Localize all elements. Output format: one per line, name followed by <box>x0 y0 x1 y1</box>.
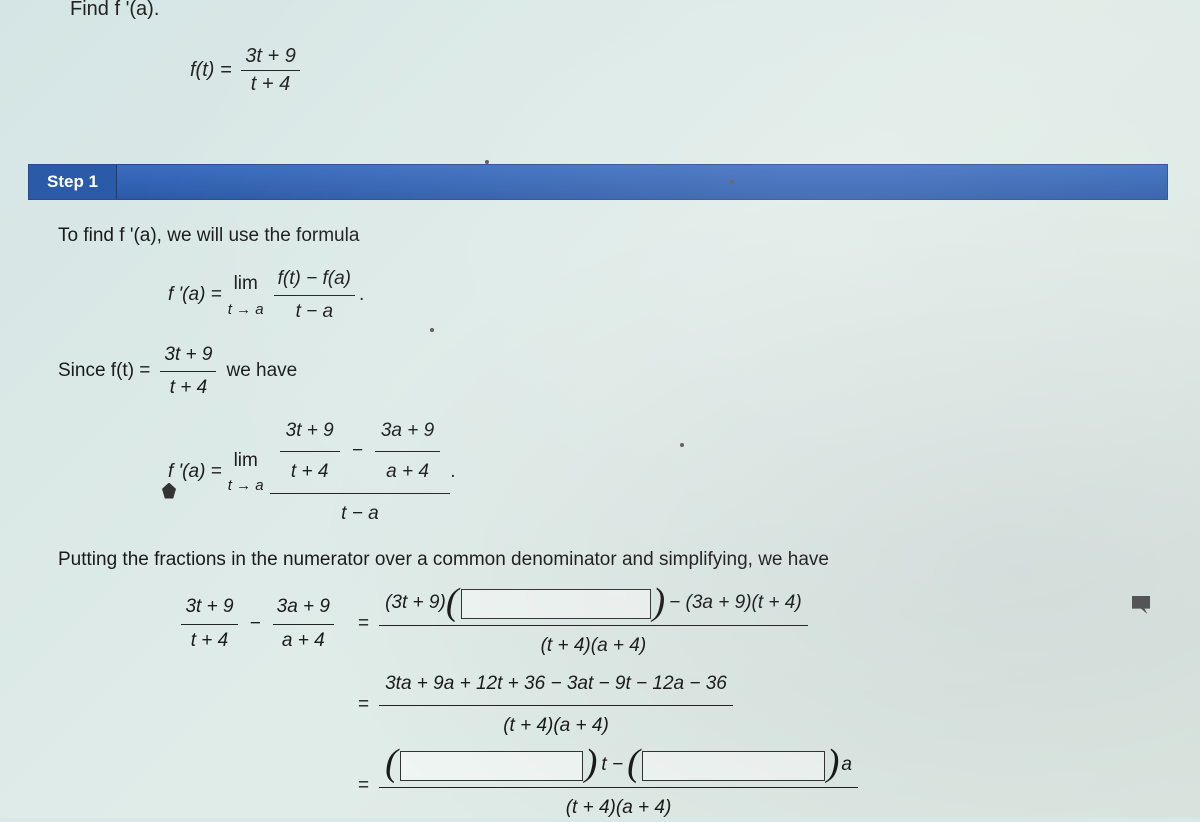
row2-num: 3ta + 9a + 12t + 36 − 3at − 9t − 12a − 3… <box>379 670 733 706</box>
dust-dot <box>430 328 434 332</box>
intro-line: To find f '(a), we will use the formula <box>58 222 1160 251</box>
eq-row-2: = 3ta + 9a + 12t + 36 − 3at − 9t − 12a −… <box>168 670 1160 740</box>
row1-lhs: 3t + 9 t + 4 − 3a + 9 a + 4 <box>168 593 348 655</box>
given-lhs: f(t) = <box>190 59 232 81</box>
expand-bignum: 3t + 9 t + 4 − 3a + 9 a + 4 <box>270 417 451 494</box>
row3-a: a <box>841 751 852 780</box>
row3-num: ( ) t − ( ) a <box>379 750 858 787</box>
row3-t: t − <box>601 751 623 780</box>
answer-input-3[interactable] <box>642 751 825 781</box>
problem-title: Find f '(a). <box>70 0 1160 21</box>
dust-dot <box>485 160 489 164</box>
expand-l-den: t + 4 <box>280 452 340 487</box>
open-paren-1: ( <box>446 587 459 617</box>
period: . <box>359 281 364 310</box>
row1-l-den: t + 4 <box>181 625 237 656</box>
period-2: . <box>450 458 455 487</box>
close-paren-1: ) <box>653 587 666 617</box>
since-pre: Since f(t) = <box>58 357 150 386</box>
since-num: 3t + 9 <box>160 341 216 373</box>
row2-den: (t + 4)(a + 4) <box>379 706 733 741</box>
dust-dot <box>680 443 684 447</box>
lim-top: lim <box>228 270 264 299</box>
row1-rhs-den: (t + 4)(a + 4) <box>379 626 808 661</box>
formula-den: t − a <box>274 296 355 327</box>
row1-eq: = <box>348 610 379 639</box>
expand-r-num: 3a + 9 <box>375 417 440 453</box>
expand-bigfrac: 3t + 9 t + 4 − 3a + 9 a + 4 t − a <box>270 417 451 529</box>
row3-rhs: ( ) t − ( ) a (t + 4)(a + 4) <box>379 750 858 822</box>
step-content: To find f '(a), we will use the formula … <box>0 200 1200 822</box>
expand-inner-l: 3t + 9 t + 4 <box>280 417 340 487</box>
formula-num: f(t) − f(a) <box>274 265 355 297</box>
expand-lhs: f '(a) = <box>168 458 222 487</box>
given-num: 3t + 9 <box>241 45 300 71</box>
eq-row-3: = ( ) t − ( ) a (t + 4)(a + 4) <box>168 750 1160 822</box>
step-label: Step 1 <box>29 165 117 199</box>
problem-header: Find f '(a). f(t) = 3t + 9 t + 4 <box>0 0 1200 126</box>
given-den: t + 4 <box>241 71 300 96</box>
limit-notation: lim t → a <box>228 270 264 321</box>
row1-rhs-num: (3t + 9) ( ) − (3a + 9)(t + 4) <box>379 589 808 626</box>
given-fraction: 3t + 9 t + 4 <box>241 45 300 96</box>
close-paren-2: ) <box>585 748 598 778</box>
expand-minus: − <box>352 437 363 466</box>
intro-text: To find f '(a), we will use the formula <box>58 225 359 246</box>
row2-rhs: 3ta + 9a + 12t + 36 − 3at − 9t − 12a − 3… <box>379 670 733 740</box>
close-paren-3: ) <box>827 748 840 778</box>
given-function: f(t) = 3t + 9 t + 4 <box>190 45 1160 96</box>
title-text: Find f '(a). <box>70 0 159 20</box>
formula-frac: f(t) − f(a) t − a <box>274 265 355 327</box>
since-frac: 3t + 9 t + 4 <box>160 341 216 403</box>
page-root: Find f '(a). f(t) = 3t + 9 t + 4 Step 1 … <box>0 0 1200 818</box>
expand-lim: lim t → a <box>228 447 264 498</box>
step-bar: Step 1 <box>28 164 1168 200</box>
dust-dot <box>730 180 734 184</box>
row2-eq: = <box>348 691 379 720</box>
expand-line: f '(a) = lim t → a 3t + 9 t + 4 − 3a + 9… <box>168 417 1160 529</box>
expand-r-den: a + 4 <box>375 452 440 487</box>
row1-r-den: a + 4 <box>273 625 334 656</box>
expand-lim-top: lim <box>228 447 264 476</box>
expand-den: t − a <box>270 494 451 529</box>
since-post: we have <box>226 357 297 386</box>
row1-rfrac: 3a + 9 a + 4 <box>273 593 334 655</box>
answer-input-1[interactable] <box>461 589 651 619</box>
row1-lfrac: 3t + 9 t + 4 <box>181 593 237 655</box>
expand-inner-r: 3a + 9 a + 4 <box>375 417 440 487</box>
putting-line: Putting the fractions in the numerator o… <box>58 546 1160 575</box>
since-line: Since f(t) = 3t + 9 t + 4 we have <box>58 341 1160 403</box>
expand-l-num: 3t + 9 <box>280 417 340 453</box>
eq-row-1: 3t + 9 t + 4 − 3a + 9 a + 4 = (3t + 9) (… <box>168 589 1160 661</box>
row1-num-post: − (3a + 9)(t + 4) <box>669 589 802 618</box>
expand-lim-bot: t → a <box>228 475 264 498</box>
step-fill <box>117 165 1167 199</box>
formula-lhs: f '(a) = <box>168 281 222 310</box>
since-pre-text: Since f(t) = <box>58 360 150 381</box>
lim-bot: t → a <box>228 299 264 322</box>
row1-l-num: 3t + 9 <box>181 593 237 625</box>
row3-eq: = <box>348 772 379 801</box>
since-den: t + 4 <box>160 372 216 403</box>
row3-den: (t + 4)(a + 4) <box>379 788 858 822</box>
answer-input-2[interactable] <box>400 751 583 781</box>
formula-line: f '(a) = lim t → a f(t) − f(a) t − a . <box>168 265 1160 327</box>
open-paren-2: ( <box>385 748 398 778</box>
row1-num-pre: (3t + 9) <box>385 589 446 618</box>
open-paren-3: ( <box>627 748 640 778</box>
row1-rhs: (3t + 9) ( ) − (3a + 9)(t + 4) (t + 4)(a… <box>379 589 808 661</box>
row1-minus: − <box>250 610 261 639</box>
row1-r-num: 3a + 9 <box>273 593 334 625</box>
